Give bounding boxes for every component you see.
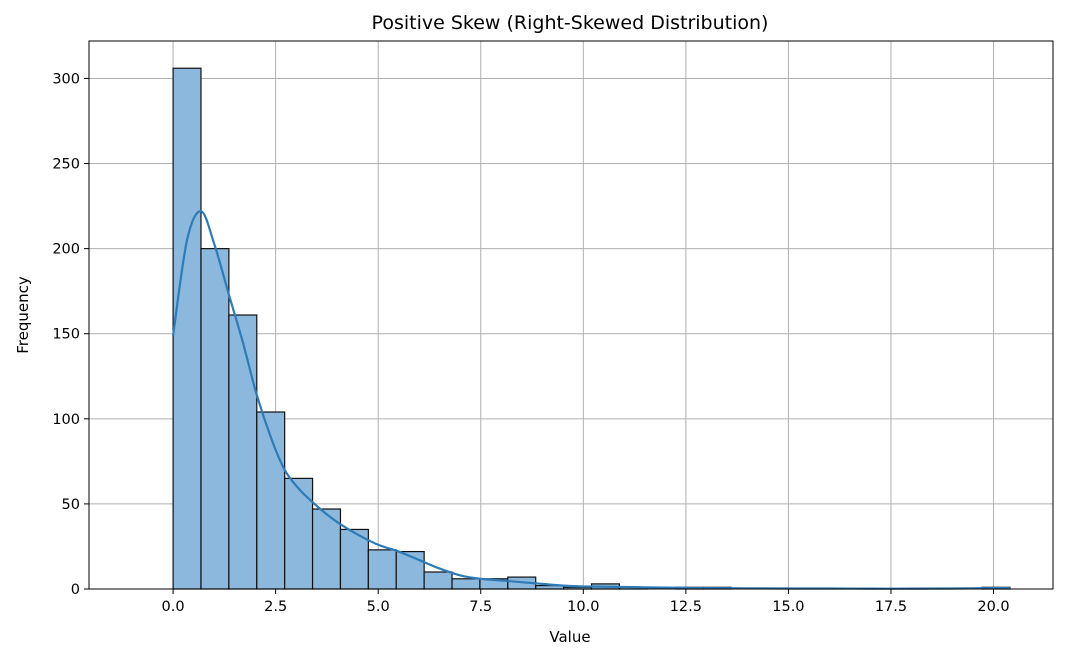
y-tick-label: 300	[52, 71, 80, 87]
histogram-bar	[228, 314, 258, 590]
x-tick-label: 17.5	[875, 599, 907, 615]
x-tick-label: 0.0	[162, 599, 185, 615]
y-tick-label: 100	[52, 412, 80, 428]
histogram-bar	[451, 578, 481, 590]
histogram-bar	[367, 549, 397, 590]
y-axis-label: Frequency	[14, 276, 32, 354]
x-tick-label: 7.5	[469, 599, 492, 615]
histogram-bars	[172, 67, 1011, 590]
x-axis-label: Value	[549, 628, 590, 646]
y-tick-label: 150	[52, 327, 80, 343]
y-tick-label: 50	[62, 497, 80, 513]
histogram-bar	[395, 550, 425, 590]
y-tick-label: 0	[71, 582, 80, 598]
x-tick-label: 12.5	[670, 599, 702, 615]
histogram-bar	[284, 477, 314, 590]
y-tick-label: 200	[52, 242, 80, 258]
histogram-bar	[200, 248, 230, 590]
x-tick-label: 2.5	[264, 599, 287, 615]
x-tick-label: 5.0	[367, 599, 390, 615]
x-tick-label: 20.0	[977, 599, 1009, 615]
kde-curve	[172, 210, 1010, 590]
x-tick-label: 15.0	[772, 599, 804, 615]
chart-title: Positive Skew (Right-Skewed Distribution…	[372, 12, 769, 34]
x-tick-label: 10.0	[567, 599, 599, 615]
histogram-bar	[423, 571, 453, 590]
y-axis-ticks: 0 50 100 150 200 250 300	[52, 71, 89, 598]
axes-frame	[88, 40, 1054, 590]
x-axis-ticks: 0.0 2.5 5.0 7.5 10.0 12.5 15.0 17.5 20.0	[162, 589, 1010, 615]
y-tick-label: 250	[52, 157, 80, 173]
histogram-bar	[172, 67, 202, 590]
